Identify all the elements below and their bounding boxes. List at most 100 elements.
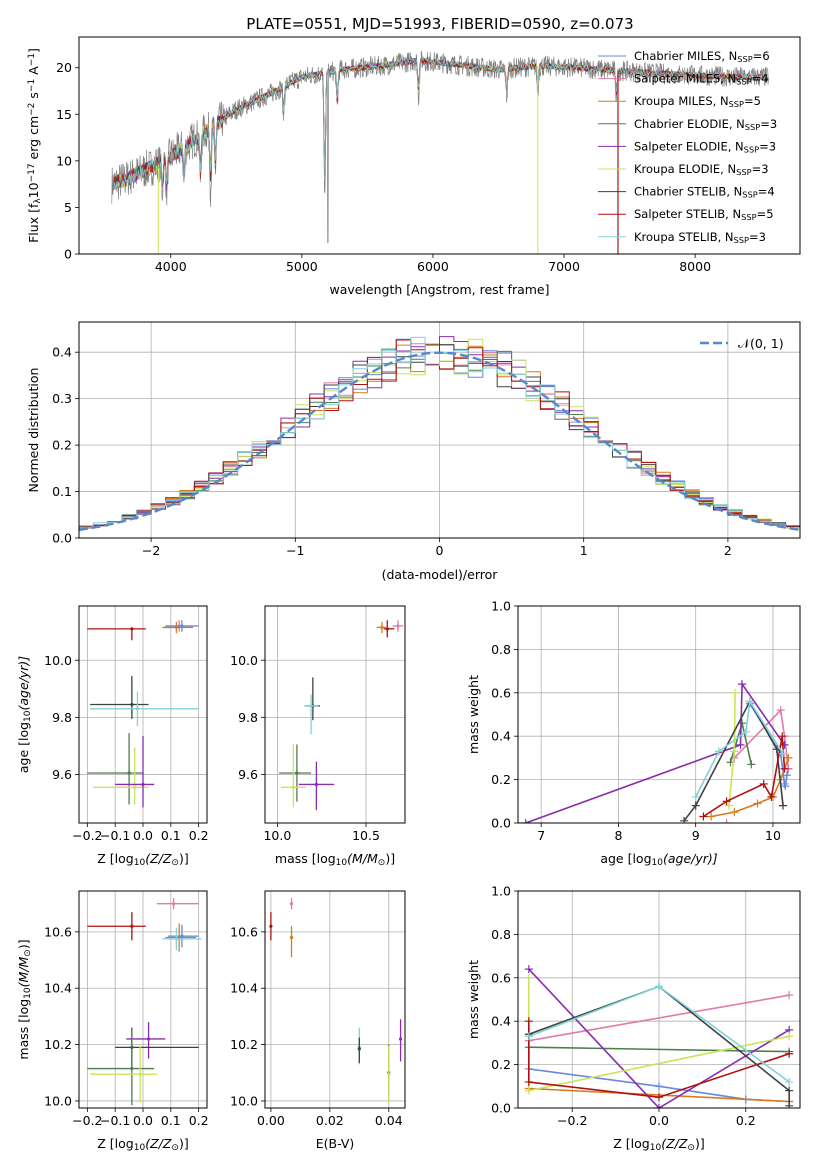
weight-marker: [785, 1032, 794, 1041]
x-tick-label: 5000: [286, 259, 318, 274]
legend-label: Salpeter ELODIE, NSSP=3: [634, 139, 776, 154]
y-tick-label: 0.6: [491, 970, 511, 985]
data-point: [396, 624, 400, 628]
x-tick-label: 10: [765, 828, 781, 843]
weight-marker: [785, 1077, 794, 1086]
x-tick-label: −2: [142, 543, 160, 558]
legend-label: Kroupa ELODIE, NSSP=3: [634, 162, 769, 177]
y-tick-label: 9.8: [52, 710, 72, 725]
y-tick-label: 20: [56, 60, 72, 75]
x-tick-label: −0.1: [100, 1113, 130, 1128]
weight-marker: [524, 1032, 533, 1041]
data-point: [291, 785, 295, 789]
y-tick-label: 0.8: [491, 927, 511, 942]
weight-marker: [655, 1082, 663, 1091]
weight-line: [702, 736, 786, 818]
data-point: [127, 771, 131, 775]
weight-marker: [524, 973, 533, 982]
data-point: [309, 704, 313, 708]
weight-marker: [655, 1093, 663, 1102]
weight-line: [528, 994, 790, 1042]
weight-line: [525, 681, 786, 823]
x-axis-label: mass [log10(M/M⊙)]: [275, 851, 395, 868]
x-tick-label: 0.02: [316, 1113, 344, 1128]
x-tick-label: −0.2: [72, 828, 102, 843]
x-tick-label: 6000: [417, 259, 449, 274]
axes-frame: [78, 36, 801, 255]
x-tick-label: 9: [692, 828, 700, 843]
x-tick-label: 0.1: [161, 1113, 181, 1128]
plot-area-age_vs_mass: [279, 620, 404, 811]
x-tick-label: 0: [436, 543, 444, 558]
x-axis-label: wavelength [Angstrom, rest frame]: [329, 282, 549, 297]
x-tick-label: 0.2: [736, 1113, 756, 1128]
data-point: [172, 902, 176, 906]
y-tick-label: 10: [56, 153, 72, 168]
x-tick-label: 10.5: [352, 828, 380, 843]
x-tick-label: 0.2: [189, 1113, 209, 1128]
data-point: [180, 934, 184, 938]
axes-frame: [517, 890, 801, 1109]
weight-marker: [691, 801, 700, 810]
weight-marker: [524, 1077, 533, 1086]
axes-frame: [78, 605, 208, 824]
x-tick-label: 7000: [548, 259, 580, 274]
weight-marker: [714, 747, 723, 756]
weight-marker: [680, 816, 689, 823]
data-point: [289, 902, 294, 906]
y-tick-label: 0.2: [491, 772, 511, 787]
data-point: [130, 627, 134, 631]
x-tick-label: −0.2: [72, 1113, 102, 1128]
weight-marker: [781, 782, 790, 791]
data-point: [295, 771, 299, 775]
data-point: [146, 1037, 151, 1041]
plot-area-mass_vs_ebv: [269, 898, 403, 1103]
weight-marker: [730, 808, 739, 817]
y-tick-label: 9.6: [238, 767, 258, 782]
legend-label: Chabrier ELODIE, NSSP=3: [634, 117, 777, 132]
data-point: [141, 782, 145, 787]
y-tick-label: 0.3: [52, 391, 72, 406]
weight-marker: [724, 801, 733, 810]
y-tick-label: 10.0: [230, 1093, 258, 1108]
y-tick-label: 0.0: [491, 816, 511, 831]
weight-marker: [753, 799, 762, 808]
y-tick-label: 0.6: [491, 685, 511, 700]
weight-marker: [778, 732, 787, 741]
weight-marker: [780, 740, 789, 749]
x-axis-label: E(B-V): [316, 1136, 355, 1151]
axes-mass_vs_Z: −0.2−0.1 0.0 0.1 0.2 10.0 10.2 10.4 10.6 Z [log1…: [16, 890, 209, 1153]
axes-spectrum: 4000 5000 6000 7000 8000 0 5 10 15 20 wavelength […: [26, 36, 801, 297]
model-spectrum-line: [112, 57, 769, 192]
weight-marker: [722, 797, 731, 806]
weight-marker: [747, 760, 756, 769]
legend-label: Kroupa MILES, NSSP=5: [634, 94, 761, 109]
plot-area-weight_vs_Z: [524, 965, 794, 1108]
y-tick-label: 5: [64, 200, 72, 215]
legend-label: Chabrier STELIB, NSSP=4: [634, 185, 775, 200]
y-tick-label: 9.8: [238, 710, 258, 725]
axes-weight_vs_Z: −0.2 0.0 0.2 0.0 0.2 0.4 0.6 0.8 1.0 Z [log10(Z/Z…: [466, 884, 801, 1153]
plot-area-weight_vs_age: [521, 680, 793, 823]
y-tick-label: 10.6: [44, 924, 72, 939]
weight-marker: [745, 697, 754, 706]
weight-marker: [524, 1086, 533, 1095]
weight-line: [733, 708, 790, 769]
y-tick-label: 10.6: [230, 924, 258, 939]
x-tick-label: 0.0: [649, 1113, 669, 1128]
weight-marker: [655, 1104, 663, 1108]
y-axis-label: Flux [fλ10−17 erg cm−2 s−1 A−1]: [26, 48, 43, 243]
data-point: [289, 935, 294, 940]
axes-frame: [78, 321, 801, 539]
weight-marker: [776, 706, 785, 715]
data-point: [174, 937, 178, 941]
weight-line: [694, 699, 784, 798]
legend-label: Salpeter STELIB, NSSP=5: [634, 207, 774, 222]
x-tick-label: −0.2: [557, 1113, 587, 1128]
data-point: [138, 1072, 142, 1076]
y-tick-label: 0.0: [491, 1101, 511, 1116]
x-tick-label: −1: [286, 543, 304, 558]
y-tick-label: 0.8: [491, 642, 511, 657]
axes-frame: [78, 890, 208, 1109]
x-tick-label: 10.0: [263, 828, 291, 843]
